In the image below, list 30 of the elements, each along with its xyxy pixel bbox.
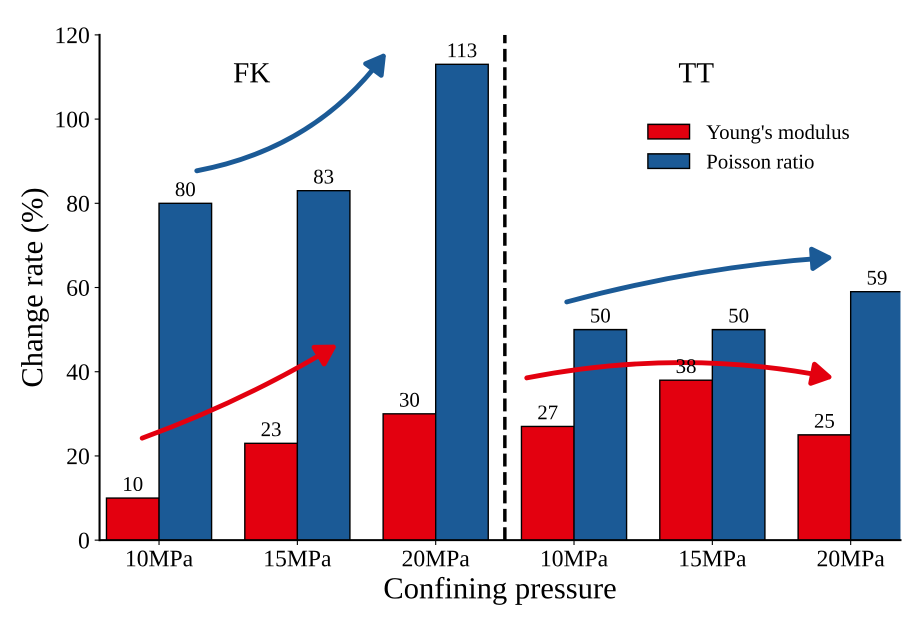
x-tick-label: 10MPa: [127, 550, 193, 566]
legend-label: Poisson ratio: [706, 154, 814, 169]
y-tick-label: 40: [66, 364, 89, 380]
data-label: 27: [538, 405, 558, 420]
data-label: 113: [448, 43, 476, 58]
x-tick-label: 20MPa: [818, 550, 884, 566]
y-tick-label: 100: [56, 112, 89, 128]
y-tick-label: 60: [67, 280, 89, 296]
y-tick-label: 120: [56, 27, 89, 44]
x-tick-label: 10MPa: [542, 550, 608, 566]
data-label: 30: [400, 392, 420, 407]
legend-label: Young's modulus: [706, 124, 849, 144]
data-label: 50: [729, 308, 748, 323]
data-label: 80: [176, 182, 195, 196]
data-label: 50: [591, 308, 610, 323]
x-axis-title: Confining pressure: [384, 576, 616, 605]
annotation: TT: [678, 63, 714, 82]
x-tick-label: 20MPa: [402, 550, 470, 566]
data-label: 23: [262, 422, 281, 436]
y-tick-label: 0: [78, 532, 89, 549]
x-tick-label: 15MPa: [265, 550, 332, 566]
y-tick-label: 20: [67, 448, 89, 464]
data-label: 10: [124, 476, 142, 492]
y-tick-label: 80: [67, 196, 89, 212]
data-label: 25: [814, 414, 834, 428]
x-tick-label: 15MPa: [680, 550, 746, 566]
data-label: 59: [868, 270, 887, 285]
y-axis-title: Change rate (%): [21, 188, 49, 386]
data-label: 83: [314, 170, 334, 184]
annotation: FK: [234, 63, 270, 82]
